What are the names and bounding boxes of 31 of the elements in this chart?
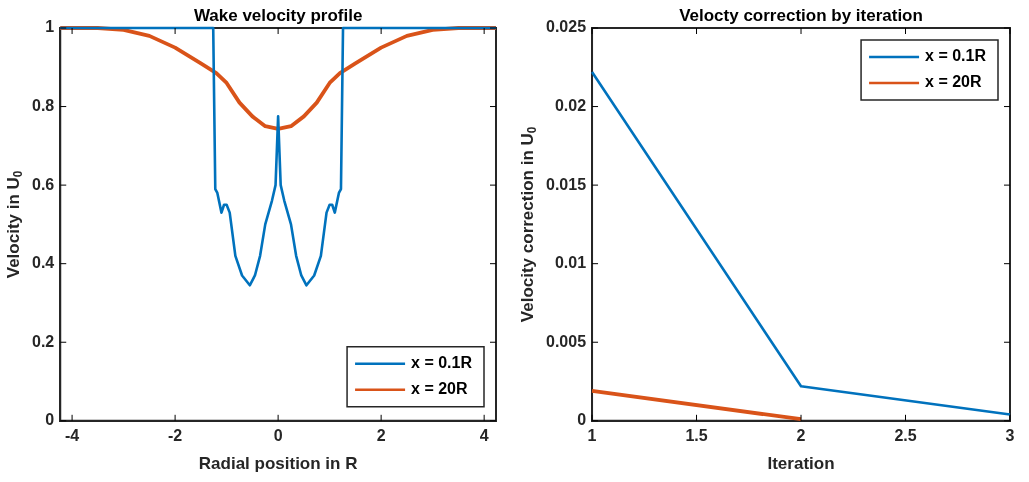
y-tick-label: 0.6: [31, 175, 55, 193]
x-axis-title: Iteration: [767, 453, 835, 473]
legend-label: x = 0.1R: [925, 47, 987, 65]
x-tick-label: 4: [479, 426, 489, 444]
y-tick-label: 0.025: [545, 18, 587, 36]
x-tick-label: 3: [1005, 426, 1015, 444]
y-tick-label: 0.8: [31, 96, 55, 114]
y-tick-label: 0.01: [554, 254, 587, 272]
y-axis-title: Velocity correction in U0: [517, 126, 540, 323]
y-tick-label: 0: [45, 411, 55, 429]
y-axis-title: Velocity in U0: [3, 170, 26, 279]
y-tick-label: 0: [577, 411, 587, 429]
legend-label: x = 20R: [411, 380, 468, 398]
y-tick-label: 0.2: [31, 332, 55, 350]
x-tick-label: -2: [167, 426, 183, 444]
x-tick-label: 1.5: [685, 426, 708, 444]
chart-title: Velocty correction by iteration: [679, 5, 923, 25]
y-tick-label: 1: [45, 18, 55, 36]
x-tick-label: 2: [376, 426, 386, 444]
x-tick-label: -4: [64, 426, 80, 444]
y-tick-label: 0.02: [554, 96, 587, 114]
x-tick-label: 0: [273, 426, 283, 444]
y-tick-label: 0.005: [545, 332, 587, 350]
chart-title: Wake velocity profile: [193, 5, 363, 25]
x-tick-label: 2: [796, 426, 806, 444]
legend-label: x = 20R: [925, 73, 982, 91]
y-tick-label: 0.015: [545, 175, 587, 193]
legend-label: x = 0.1R: [411, 354, 473, 372]
x-tick-label: 2.5: [894, 426, 917, 444]
y-tick-label: 0.4: [31, 254, 55, 272]
x-axis-title: Radial position in R: [198, 453, 358, 473]
